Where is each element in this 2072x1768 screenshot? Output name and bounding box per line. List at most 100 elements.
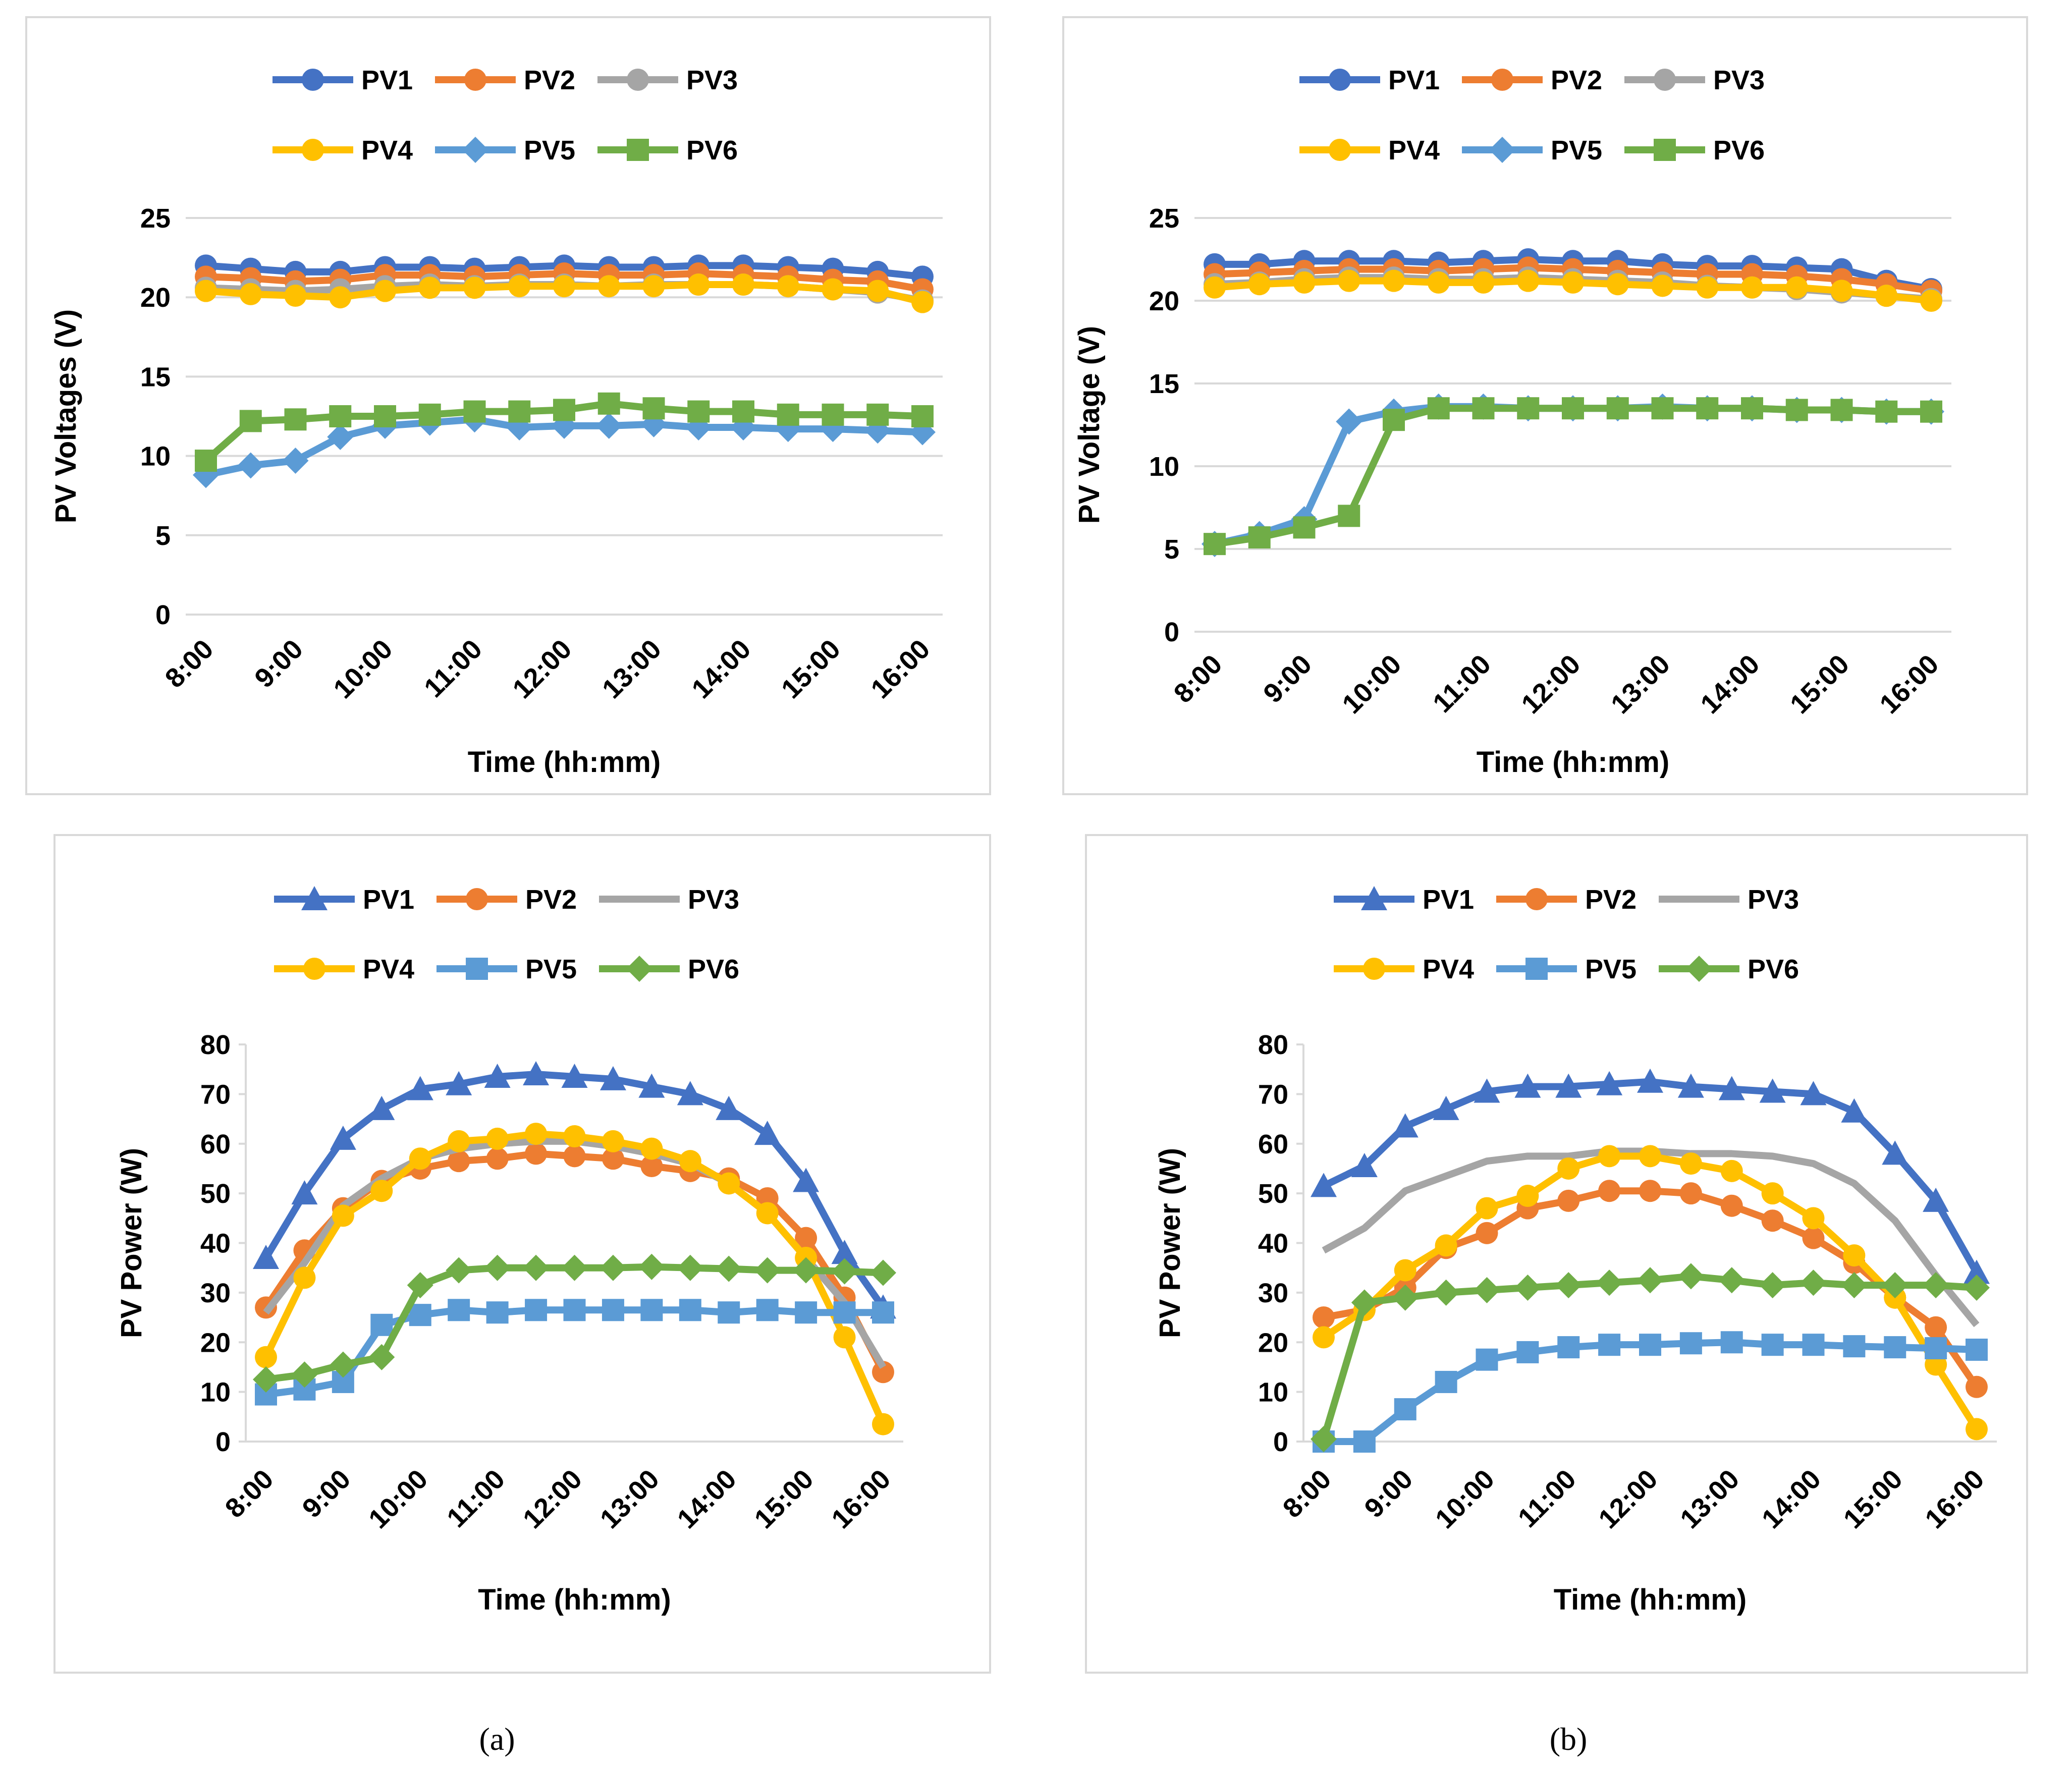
legend-swatch-marker <box>1361 886 1387 910</box>
x-tick-label: 8:00 <box>159 634 220 694</box>
data-point <box>525 1142 548 1165</box>
x-tick-label: 12:00 <box>1515 649 1586 720</box>
series-pv6 <box>195 392 934 472</box>
y-tick-label: 20 <box>140 283 171 313</box>
data-point <box>523 1254 550 1281</box>
data-point <box>1696 276 1719 299</box>
data-point <box>1759 1272 1786 1299</box>
data-point <box>1639 1145 1661 1168</box>
x-axis-title: Time (hh:mm) <box>478 1583 671 1616</box>
legend-label: PV6 <box>1713 135 1765 165</box>
legend-item-pv3: PV3 <box>1659 885 1799 915</box>
data-point <box>642 397 665 420</box>
data-point <box>640 1137 663 1160</box>
data-point <box>1313 1306 1335 1329</box>
data-point <box>1677 1263 1704 1290</box>
data-point <box>1841 1098 1868 1123</box>
data-point <box>1966 1375 1988 1398</box>
data-point <box>1353 1430 1376 1453</box>
data-point <box>486 1147 509 1170</box>
data-point <box>508 400 531 423</box>
chart-a-voltage: 0 5 10 15 20 25 8:00 9:00 10:00 11:00 12:00 13:00 14… <box>49 65 943 779</box>
data-point <box>679 1150 701 1173</box>
legend-swatch-marker <box>626 956 652 982</box>
data-point <box>448 1130 470 1152</box>
legend-item-pv6: PV6 <box>599 954 739 984</box>
y-tick-label: 70 <box>200 1079 231 1110</box>
legend-item-pv3: PV3 <box>599 885 739 915</box>
legend-item-pv2: PV2 <box>435 65 575 95</box>
data-point <box>1476 1348 1498 1371</box>
data-point <box>330 1351 356 1378</box>
data-point <box>1562 271 1584 294</box>
legend-label: PV4 <box>361 135 413 165</box>
data-point <box>1516 1341 1539 1363</box>
panel-a-power-frame <box>53 834 991 1674</box>
caption-a: (a) <box>479 1721 515 1757</box>
legend-swatch-marker <box>1525 888 1548 910</box>
x-tick-label: 8:00 <box>1277 1464 1337 1524</box>
legend-item-pv5: PV5 <box>1496 954 1637 984</box>
data-point <box>1920 290 1942 312</box>
data-point <box>523 1061 550 1086</box>
data-point <box>1474 1078 1500 1103</box>
data-point <box>563 1299 586 1321</box>
x-tick-label: 14:00 <box>1756 1464 1827 1534</box>
data-point <box>330 1125 356 1150</box>
data-point <box>1472 271 1495 294</box>
legend-swatch-marker <box>462 137 488 163</box>
legend-swatch-marker <box>627 139 649 161</box>
data-point <box>255 1346 277 1368</box>
y-tick-label: 80 <box>1258 1030 1288 1060</box>
legend-item-pv2: PV2 <box>437 885 577 915</box>
legend-label: PV1 <box>363 885 414 915</box>
data-point <box>1338 269 1360 292</box>
legend-label: PV6 <box>686 135 738 165</box>
data-point <box>1761 1334 1784 1356</box>
data-point <box>284 285 307 307</box>
data-point <box>1557 1189 1580 1212</box>
data-point <box>777 275 799 298</box>
data-point <box>486 1127 509 1150</box>
y-axis-title: PV Power (W) <box>115 1148 148 1338</box>
data-point <box>1882 1272 1909 1299</box>
series-pv4 <box>195 273 934 313</box>
data-point <box>793 1168 820 1192</box>
data-point <box>418 277 441 299</box>
x-tick-label: 9:00 <box>1258 649 1318 709</box>
data-point <box>1472 397 1495 420</box>
x-tick-label: 15:00 <box>1784 649 1855 720</box>
legend-item-pv3: PV3 <box>1624 65 1765 95</box>
data-point <box>718 1172 740 1195</box>
x-tick-label: 14:00 <box>672 1464 742 1534</box>
y-tick-label: 50 <box>1258 1179 1288 1209</box>
data-point <box>239 283 262 305</box>
data-point <box>284 408 307 431</box>
data-point <box>370 1313 393 1336</box>
legend-item-pv4: PV4 <box>1299 135 1440 165</box>
series-pv3 <box>263 1137 887 1369</box>
legend-item-pv5: PV5 <box>437 954 577 984</box>
data-point <box>1606 273 1629 296</box>
data-point <box>374 280 396 302</box>
data-point <box>1679 1332 1702 1355</box>
y-tick-label: 0 <box>1273 1427 1288 1457</box>
data-point <box>640 1155 663 1178</box>
data-point <box>1555 1272 1582 1299</box>
x-tick-label: 13:00 <box>1605 649 1676 720</box>
x-tick-label: 9:00 <box>297 1464 357 1524</box>
legend-label: PV3 <box>686 65 738 95</box>
data-point <box>1383 269 1405 292</box>
x-tick-label: 16:00 <box>1874 649 1944 720</box>
data-point <box>418 403 441 426</box>
data-point <box>1718 1076 1745 1100</box>
data-point <box>1830 399 1853 421</box>
data-point <box>561 1063 588 1088</box>
y-tick-label: 20 <box>200 1328 231 1358</box>
data-point <box>1383 409 1405 431</box>
legend-item-pv2: PV2 <box>1496 885 1637 915</box>
data-point <box>1562 397 1584 420</box>
data-point <box>329 405 352 427</box>
legend-label: PV2 <box>1551 65 1602 95</box>
y-tick-label: 50 <box>200 1179 231 1209</box>
